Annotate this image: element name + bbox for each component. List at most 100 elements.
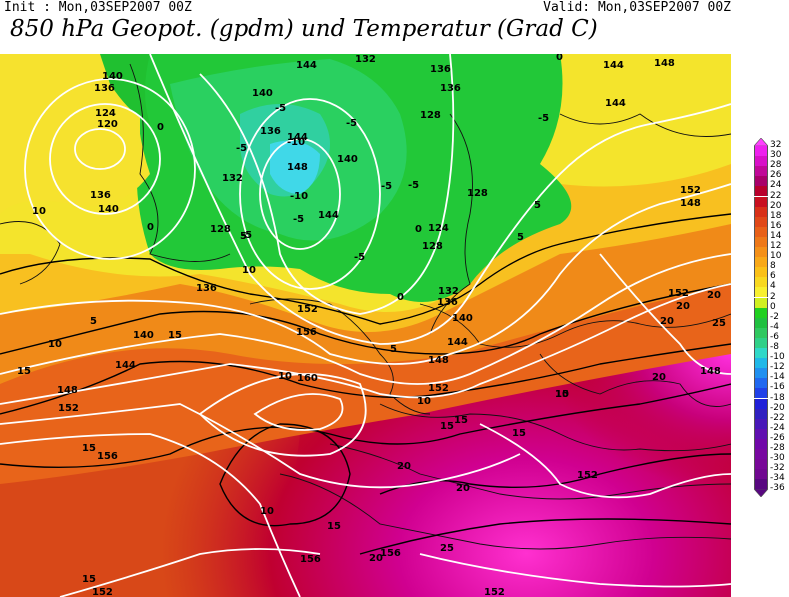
gp-label: 140 bbox=[102, 71, 123, 82]
gp-label: 152 bbox=[58, 403, 79, 414]
gp-label: 156 bbox=[380, 548, 401, 559]
legend-color-box bbox=[754, 156, 768, 167]
temp-label: 20 bbox=[707, 290, 721, 301]
gp-label: 140 bbox=[252, 88, 273, 99]
legend-color-box bbox=[754, 166, 768, 177]
legend-color-box bbox=[754, 428, 768, 439]
legend-tick-label: -2 bbox=[770, 311, 779, 322]
gp-label: 124 bbox=[428, 223, 449, 234]
legend-color-box bbox=[754, 449, 768, 460]
legend-tick-label: 14 bbox=[770, 230, 782, 241]
temp-label: 25 bbox=[440, 543, 454, 554]
legend-color-box bbox=[754, 257, 768, 268]
temp-label: -5 bbox=[381, 181, 392, 192]
temp-label: 10 bbox=[48, 339, 62, 350]
legend-color-box bbox=[754, 459, 768, 470]
legend-color-box bbox=[754, 226, 768, 237]
temp-label: 5 bbox=[240, 231, 247, 242]
legend-tick-label: 12 bbox=[770, 241, 782, 251]
gp-label: 136 bbox=[90, 190, 111, 201]
legend-color-box bbox=[754, 267, 768, 278]
temp-label: 20 bbox=[652, 372, 666, 383]
legend-tick-label: 2 bbox=[770, 291, 776, 302]
gp-label: 140 bbox=[133, 330, 154, 341]
gp-label: 148 bbox=[57, 385, 78, 396]
gp-label: 132 bbox=[438, 286, 459, 297]
temp-label: 0 bbox=[556, 54, 563, 63]
chart-title: 850 hPa Geopot. (gpdm) und Temperatur (G… bbox=[10, 16, 598, 42]
legend-color-box bbox=[754, 378, 768, 389]
legend-color-box bbox=[754, 327, 768, 338]
temp-label: 20 bbox=[397, 461, 411, 472]
gp-label: 128 bbox=[467, 188, 488, 199]
legend-color-box bbox=[754, 146, 768, 157]
gp-label: 132 bbox=[355, 54, 376, 65]
init-time-label: Init : Mon,03SEP2007 00Z bbox=[4, 0, 192, 15]
temp-label: 20 bbox=[660, 316, 674, 327]
gp-label: 152 bbox=[680, 185, 701, 196]
gp-label: 152 bbox=[484, 587, 505, 597]
temp-label: 15 bbox=[512, 428, 526, 439]
legend-tick-label: -10 bbox=[770, 352, 785, 363]
weather-map: 140 136 124 120 136 140 144 140 136 132 … bbox=[0, 54, 731, 597]
legend-tick-label: -12 bbox=[770, 362, 785, 373]
legend-color-box bbox=[754, 176, 768, 187]
legend-tick-label: 30 bbox=[770, 150, 782, 161]
legend-color-box bbox=[754, 277, 768, 288]
legend-tick-label: -18 bbox=[770, 392, 785, 403]
gp-label: 144 bbox=[296, 60, 317, 71]
legend-color-box bbox=[754, 317, 768, 328]
temperature-isolines bbox=[0, 213, 731, 555]
gp-label: 148 bbox=[428, 355, 449, 366]
temp-label: 0 bbox=[415, 224, 422, 235]
legend-tick-label: -26 bbox=[770, 432, 785, 443]
gp-label: 136 bbox=[430, 64, 451, 75]
legend-color-box bbox=[754, 438, 768, 449]
legend-color-box bbox=[754, 236, 768, 247]
legend-color-box bbox=[754, 479, 768, 490]
legend-color-box bbox=[754, 247, 768, 258]
legend-color-box bbox=[754, 287, 768, 298]
temp-label: 15 bbox=[440, 421, 454, 432]
legend-color-box bbox=[754, 196, 768, 207]
gp-label: 156 bbox=[296, 327, 317, 338]
legend-tick-label: -32 bbox=[770, 463, 785, 474]
temperature-labels: 0 0 -5 -10 -5 -5 -5 -10 -5 -5 -5 -5 0 0 … bbox=[17, 54, 726, 585]
temp-label: 0 bbox=[147, 222, 154, 233]
legend-color-box bbox=[754, 186, 768, 197]
legend-color-box bbox=[754, 348, 768, 359]
temp-label: -5 bbox=[293, 214, 304, 225]
temp-label: 10 bbox=[417, 396, 431, 407]
legend-color-box bbox=[754, 408, 768, 419]
legend-color-box bbox=[754, 469, 768, 480]
legend-tick-label: -24 bbox=[770, 422, 785, 433]
legend-color-box bbox=[754, 206, 768, 217]
temp-label: -5 bbox=[241, 230, 252, 241]
temp-label: 20 bbox=[676, 301, 690, 312]
legend-tick-label: 26 bbox=[770, 170, 782, 181]
legend-tick-label: 4 bbox=[770, 281, 776, 292]
temp-label: -5 bbox=[236, 143, 247, 154]
gp-label: 148 bbox=[287, 162, 308, 173]
temp-label: -10 bbox=[290, 191, 308, 202]
temp-label: 5 bbox=[90, 316, 97, 327]
legend-tick-label: 0 bbox=[770, 301, 776, 312]
temp-label: 15 bbox=[17, 366, 31, 377]
gp-label: 128 bbox=[210, 224, 231, 235]
temp-label: 15 bbox=[555, 389, 569, 400]
gp-label: 148 bbox=[654, 58, 675, 69]
legend-color-box bbox=[754, 337, 768, 348]
temp-label: 0 bbox=[157, 122, 164, 133]
legend-top-arrow bbox=[754, 138, 768, 146]
legend-tick-label: -8 bbox=[770, 342, 779, 352]
temp-label: -5 bbox=[354, 252, 365, 263]
gp-label: 128 bbox=[422, 241, 443, 252]
legend-color-box bbox=[754, 307, 768, 318]
temp-label: 5 bbox=[390, 344, 397, 355]
legend-tick-label: 28 bbox=[770, 160, 782, 171]
gp-label: 148 bbox=[700, 366, 721, 377]
temp-label: 10 bbox=[242, 265, 256, 276]
valid-time-label: Valid: Mon,03SEP2007 00Z bbox=[543, 0, 731, 15]
legend-color-box bbox=[754, 368, 768, 379]
gp-label: 124 bbox=[95, 108, 116, 119]
